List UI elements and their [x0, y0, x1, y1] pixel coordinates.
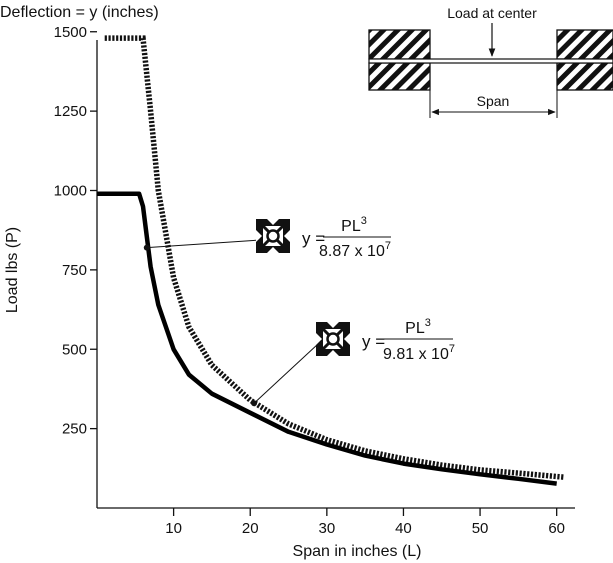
y-axis-title: Load lbs (P): [4, 227, 21, 313]
beam-diagram: Load at center Span: [368, 5, 613, 118]
formula-dotted-denominator: 9.81 x 107: [383, 343, 455, 363]
formula-dotted: y = PL3 9.81 x 107: [316, 317, 455, 363]
x-tick-label: 10: [165, 520, 182, 537]
formula-solid-numerator: PL3: [341, 215, 367, 235]
left-support-upper: [368, 29, 431, 60]
left-support-lower: [368, 62, 431, 91]
span-label: Span: [477, 93, 510, 109]
extrusion-profile-icon: [256, 219, 290, 253]
x-ticks: 10 20 30 40 50 60: [165, 508, 565, 537]
chart-title: Deflection = y (inches): [0, 4, 159, 21]
y-tick-label: 250: [62, 421, 87, 438]
solid-curve-marker: [143, 244, 150, 251]
right-support-lower: [556, 62, 613, 91]
right-support-upper: [556, 29, 613, 60]
x-tick-label: 30: [318, 520, 335, 537]
formula-solid-prefix: y =: [302, 229, 325, 248]
solid-curve-leader: [146, 239, 261, 249]
load-label: Load at center: [447, 5, 537, 21]
formula-dotted-numerator: PL3: [405, 317, 431, 337]
dotted-load-curve: [104, 35, 565, 480]
formula-dotted-prefix: y =: [362, 332, 385, 351]
y-tick-label: 500: [62, 341, 87, 358]
formula-solid: y = PL3 8.87 x 107: [256, 215, 391, 260]
x-tick-label: 60: [548, 520, 565, 537]
x-axis-title: Span in inches (L): [293, 543, 422, 560]
y-tick-label: 1250: [54, 103, 87, 120]
x-tick-label: 50: [472, 520, 489, 537]
dotted-curve-marker: [251, 400, 258, 407]
dotted-curve-leader: [253, 343, 319, 404]
y-tick-label: 750: [62, 262, 87, 279]
y-tick-label: 1000: [54, 183, 87, 200]
x-tick-label: 40: [395, 520, 412, 537]
beam: [368, 58, 613, 64]
x-tick-label: 20: [242, 520, 259, 537]
y-tick-label: 1500: [54, 24, 87, 41]
formula-solid-denominator: 8.87 x 107: [319, 240, 391, 260]
extrusion-profile-icon: [316, 322, 350, 356]
y-ticks: 250 500 750 1000 1250 1500: [54, 24, 97, 438]
